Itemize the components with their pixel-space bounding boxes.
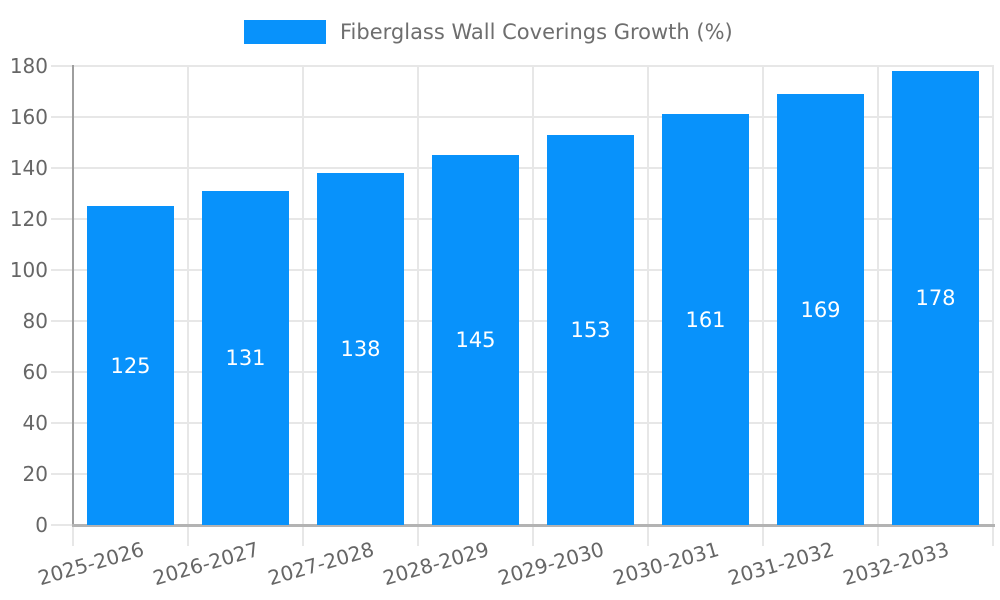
y-axis-tick-label: 160 <box>9 105 48 129</box>
legend-label: Fiberglass Wall Coverings Growth (%) <box>340 20 733 44</box>
bar-value-label: 161 <box>685 308 726 332</box>
x-axis-tick-label: 2026-2027 <box>150 537 263 591</box>
bar-value-label: 125 <box>110 354 151 378</box>
y-axis-tick-label: 180 <box>9 54 48 78</box>
bar <box>547 135 634 525</box>
bar-value-label: 145 <box>455 328 496 352</box>
x-gridline <box>417 65 419 546</box>
y-axis-tick-label: 140 <box>9 156 48 180</box>
x-gridline <box>877 65 879 546</box>
y-gridline <box>51 116 993 118</box>
y-axis-tick-label: 40 <box>22 411 48 435</box>
bar-value-label: 178 <box>915 286 956 310</box>
x-axis-tick-label: 2031-2032 <box>725 537 838 591</box>
y-axis-tick-label: 60 <box>22 360 48 384</box>
y-axis-tick-label: 20 <box>22 462 48 486</box>
x-axis-tick-label: 2032-2033 <box>840 537 953 591</box>
bar-value-label: 169 <box>800 298 841 322</box>
bar <box>662 114 749 525</box>
bar <box>777 94 864 525</box>
y-gridline <box>51 218 993 220</box>
y-gridline <box>51 422 993 424</box>
x-gridline <box>762 65 764 546</box>
x-gridline <box>302 65 304 546</box>
y-gridline <box>51 269 993 271</box>
x-gridline <box>992 65 994 546</box>
y-axis-line <box>72 65 74 525</box>
bar-value-label: 131 <box>225 346 266 370</box>
x-gridline <box>647 65 649 546</box>
y-axis-tick-label: 80 <box>22 309 48 333</box>
bar-value-label: 138 <box>340 337 381 361</box>
x-axis-line <box>72 524 995 527</box>
x-gridline <box>187 65 189 546</box>
bar <box>892 71 979 525</box>
legend-marker-swatch <box>244 20 326 44</box>
bar <box>432 155 519 525</box>
y-gridline <box>51 65 993 67</box>
y-gridline <box>51 167 993 169</box>
y-axis-tick-label: 120 <box>9 207 48 231</box>
x-axis-tick-label: 2025-2026 <box>35 537 148 591</box>
bar <box>87 206 174 525</box>
y-gridline <box>51 320 993 322</box>
y-axis-tick-label: 100 <box>9 258 48 282</box>
y-axis-tick-label: 0 <box>35 513 48 537</box>
x-axis-tick-label: 2030-2031 <box>610 537 723 591</box>
x-axis-tick-label: 2028-2029 <box>380 537 493 591</box>
bar <box>202 191 289 525</box>
x-gridline <box>532 65 534 546</box>
bar <box>317 173 404 525</box>
x-axis-tick-label: 2029-2030 <box>495 537 608 591</box>
y-gridline <box>51 473 993 475</box>
x-axis-tick-label: 2027-2028 <box>265 537 378 591</box>
bar-value-label: 153 <box>570 318 611 342</box>
chart-legend[interactable]: Fiberglass Wall Coverings Growth (%) <box>244 18 733 46</box>
y-gridline <box>51 371 993 373</box>
